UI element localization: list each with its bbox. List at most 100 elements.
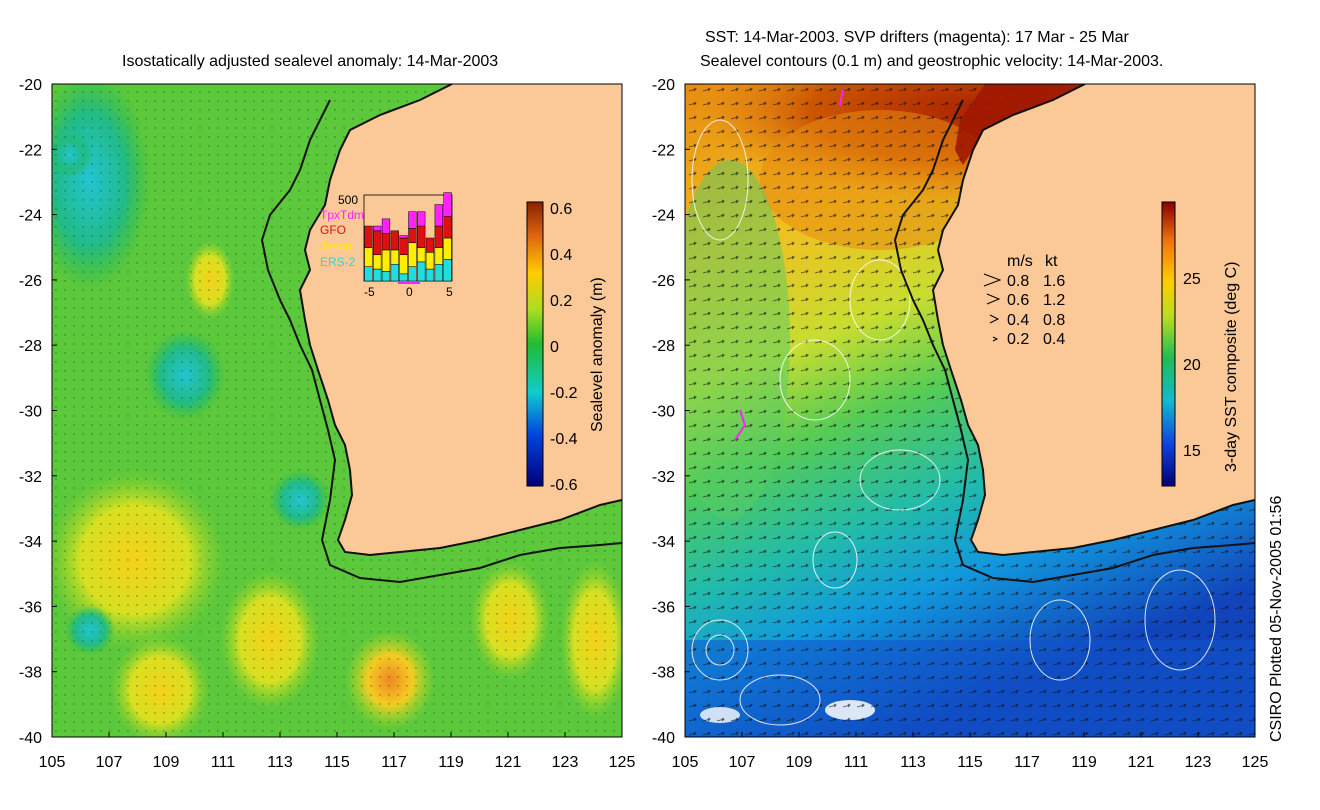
sealevel-contour <box>691 119 749 241</box>
sst-colorbar-gradient <box>1161 201 1176 487</box>
colorbar-tick-label: 0 <box>550 339 559 356</box>
y-tick-label: -32 <box>19 469 42 486</box>
y-tick-label: -22 <box>19 142 42 159</box>
inset-bar-segment <box>399 273 408 282</box>
colorbar-tick-label: -0.6 <box>550 477 578 494</box>
velocity-legend-ms: 0.4 <box>1007 312 1029 329</box>
sealevel-contour <box>859 449 941 511</box>
y-tick-label: -28 <box>19 338 42 355</box>
inset-bar-segment <box>443 237 452 260</box>
y-tick-label: -30 <box>652 404 675 421</box>
x-tick-label: 121 <box>1128 754 1155 771</box>
velocity-legend-ms: 0.6 <box>1007 292 1029 309</box>
velocity-arrow-icon <box>992 336 999 342</box>
inset-bar-segment <box>399 237 408 255</box>
svp-drifter-track <box>839 89 844 106</box>
inset-bar-segment <box>434 264 443 282</box>
x-tick-label: 117 <box>381 754 407 771</box>
colorbar-tick-label: 0.4 <box>550 247 572 264</box>
velocity-arrow-icon <box>986 293 1001 305</box>
x-tick-label: 107 <box>729 754 756 771</box>
inset-ymax-label: 500 <box>338 193 358 207</box>
y-tick-label: -34 <box>19 534 42 551</box>
inset-bar-segment <box>381 249 391 272</box>
inset-bar-segment <box>390 230 399 251</box>
inset-bar-segment <box>408 242 417 267</box>
inset-bar-segment <box>434 225 443 248</box>
inset-legend-gfo: GFO <box>320 223 346 237</box>
inset-bar-segment <box>373 268 382 282</box>
y-tick-label: -26 <box>19 273 42 290</box>
x-tick-label: 125 <box>1242 754 1269 771</box>
inset-bar-segment <box>408 228 417 244</box>
y-tick-label: -36 <box>19 599 42 616</box>
right-map-title-line2: Sealevel contours (0.1 m) and geostrophi… <box>700 53 1164 70</box>
x-tick-label: 113 <box>900 754 926 771</box>
inset-bar-segment <box>381 232 391 251</box>
left-y-axis: -20 -22 -24 -26 -28 -30 -32 -34 -36 -38 -40 <box>19 77 57 747</box>
sealevel-contour <box>705 634 735 666</box>
y-tick-label: -40 <box>652 730 675 747</box>
y-tick-label: -30 <box>19 404 42 421</box>
inset-bar-segment <box>408 211 417 229</box>
left-coastline <box>298 84 622 557</box>
inset-histogram: 500 TpxTdm GFO Jason ERS-2 -5 0 5 <box>320 192 453 299</box>
inset-legend-tpx: TpxTdm <box>320 208 364 222</box>
sealevel-contour <box>849 259 911 341</box>
y-tick-label: -38 <box>19 665 42 682</box>
velocity-legend-kt: 1.6 <box>1043 273 1065 290</box>
right-map-title-line1: SST: 14-Mar-2003. SVP drifters (magenta)… <box>705 29 1129 46</box>
velocity-legend-kt: 0.8 <box>1043 312 1065 329</box>
inset-bar-segment <box>425 237 435 253</box>
x-tick-label: 119 <box>1071 754 1097 771</box>
left-shelf-edge <box>260 99 622 584</box>
right-map-panel <box>685 84 1255 737</box>
x-tick-label: 105 <box>672 754 699 771</box>
y-tick-label: -24 <box>652 208 675 225</box>
x-tick-label: 125 <box>609 754 636 771</box>
sealevel-contour <box>1029 599 1091 681</box>
inset-bar-segment <box>373 225 382 232</box>
inset-legend-ers2: ERS-2 <box>320 255 356 269</box>
velocity-arrow-icon <box>983 273 1002 287</box>
sealevel-contour <box>812 531 858 589</box>
y-tick-label: -36 <box>652 599 675 616</box>
colorbar-tick-label: 15 <box>1183 443 1201 460</box>
inset-bar-segment <box>408 266 417 282</box>
x-tick-label: 107 <box>96 754 123 771</box>
y-tick-label: -38 <box>652 665 675 682</box>
right-shelf-edge <box>893 99 1255 584</box>
inset-bar-segment <box>381 271 391 282</box>
sla-colorbar-label: Sealevel anomaly (m) <box>589 277 606 432</box>
y-tick-label: -32 <box>652 469 675 486</box>
inset-bar-segment <box>417 225 426 248</box>
left-map-title: Isostatically adjusted sealevel anomaly:… <box>122 53 499 70</box>
inset-legend-jason: Jason <box>320 239 352 253</box>
x-tick-label: 109 <box>153 754 180 771</box>
velocity-legend-header-ms: m/s <box>1007 253 1033 270</box>
y-tick-label: -24 <box>19 208 42 225</box>
inset-x-tick: 5 <box>446 285 453 299</box>
x-tick-label: 117 <box>1014 754 1040 771</box>
inset-bar-segment <box>417 261 426 282</box>
sla-colorbar: 0.6 0.4 0.2 0 -0.2 -0.4 -0.6 Sealevel anomaly … <box>526 201 606 494</box>
inset-bar-segment <box>443 192 452 217</box>
y-tick-label: -34 <box>652 534 675 551</box>
inset-bar-segment <box>364 225 373 248</box>
y-tick-label: -26 <box>652 273 675 290</box>
colorbar-tick-label: 0.2 <box>550 293 572 310</box>
sla-colorbar-gradient <box>526 201 544 487</box>
svp-drifter-track <box>734 409 747 441</box>
inset-bar-segment <box>417 247 426 263</box>
velocity-legend-ms: 0.2 <box>1007 331 1029 348</box>
y-tick-label: -22 <box>652 142 675 159</box>
x-tick-label: 105 <box>39 754 66 771</box>
inset-bar-segment <box>434 247 443 265</box>
x-tick-label: 111 <box>211 754 235 771</box>
inset-bar-segment <box>399 254 408 275</box>
colorbar-tick-label: 0.6 <box>550 201 572 218</box>
sealevel-contour <box>739 674 821 726</box>
inset-bar-segment <box>390 249 399 265</box>
inset-bar-segment <box>443 259 452 282</box>
inset-bar-segment <box>373 254 382 270</box>
